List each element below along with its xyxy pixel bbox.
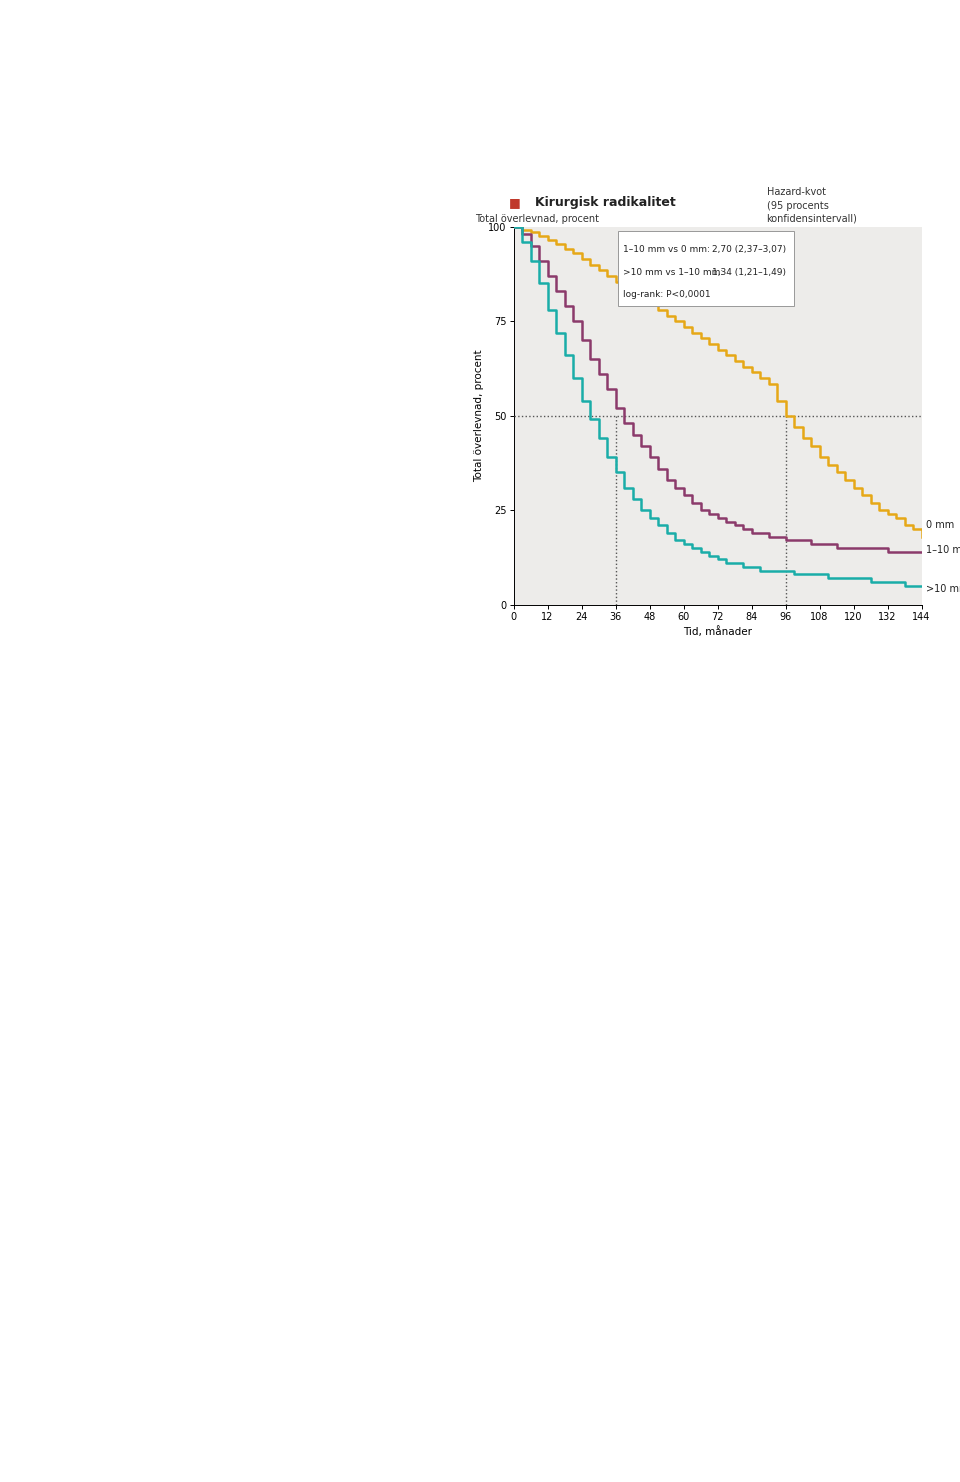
Text: 1,34 (1,21–1,49): 1,34 (1,21–1,49) [712, 268, 786, 277]
Text: 0 mm: 0 mm [926, 520, 954, 529]
Text: >10 mm vs 1–10 mm:: >10 mm vs 1–10 mm: [623, 268, 723, 277]
Text: >10 mm: >10 mm [926, 584, 960, 594]
Text: Hazard-kvot
(95 procents
konfidensintervall): Hazard-kvot (95 procents konfidensinterv… [766, 187, 857, 224]
Text: log-rank: P<0,0001: log-rank: P<0,0001 [623, 290, 710, 299]
Bar [618, 231, 794, 307]
Text: ■: ■ [509, 196, 520, 209]
Text: 1–10 mm: 1–10 mm [926, 545, 960, 556]
Text: 1–10 mm vs 0 mm:: 1–10 mm vs 0 mm: [623, 245, 709, 253]
Text: Total överlevnad, procent: Total överlevnad, procent [475, 213, 599, 224]
Text: Kirurgisk radikalitet: Kirurgisk radikalitet [535, 196, 676, 209]
Text: 2,70 (2,37–3,07): 2,70 (2,37–3,07) [712, 245, 786, 253]
Y-axis label: Total överlevnad, procent: Total överlevnad, procent [474, 350, 484, 482]
X-axis label: Tid, månader: Tid, månader [684, 625, 752, 637]
